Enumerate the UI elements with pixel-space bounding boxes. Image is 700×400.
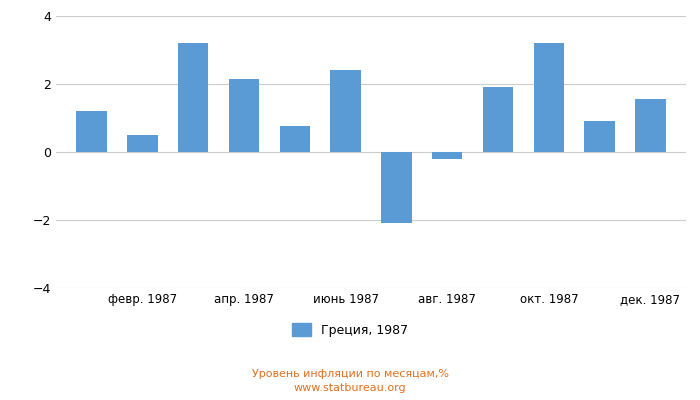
Bar xyxy=(432,152,463,159)
Text: Уровень инфляции по месяцам,%: Уровень инфляции по месяцам,% xyxy=(251,369,449,379)
Bar xyxy=(279,126,310,152)
Bar xyxy=(635,99,666,152)
Bar xyxy=(584,121,615,152)
Bar xyxy=(178,43,209,152)
Bar xyxy=(382,152,412,223)
Bar xyxy=(127,135,158,152)
Bar xyxy=(76,111,107,152)
Bar xyxy=(483,87,513,152)
Bar xyxy=(533,43,564,152)
Bar xyxy=(330,70,360,152)
Text: www.statbureau.org: www.statbureau.org xyxy=(294,383,406,393)
Legend: Греция, 1987: Греция, 1987 xyxy=(287,318,413,342)
Bar xyxy=(229,79,259,152)
